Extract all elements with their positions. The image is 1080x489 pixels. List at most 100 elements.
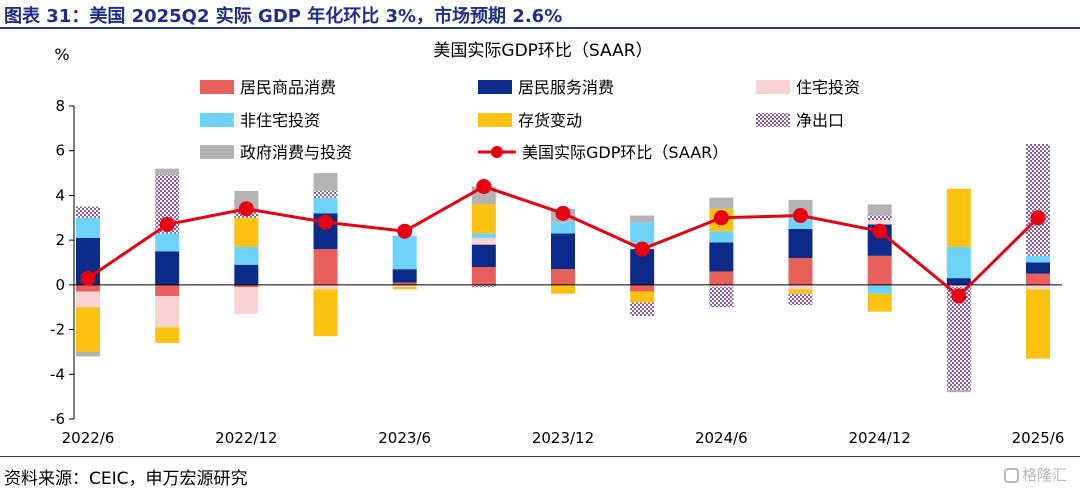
- bar-segment: [76, 307, 100, 352]
- x-tick-label: 2022/6: [62, 429, 115, 447]
- x-tick-label: 2024/6: [695, 429, 748, 447]
- bar-segment: [551, 233, 575, 270]
- bar-segment: [630, 302, 655, 317]
- bar-segment: [946, 287, 971, 390]
- legend-label: 政府消费与投资: [240, 143, 352, 162]
- bar-segment: [946, 278, 971, 285]
- bar-segment: [155, 233, 180, 252]
- y-tick-label: 4: [55, 186, 65, 204]
- bar-segment: [788, 258, 813, 285]
- bar-segment: [709, 242, 734, 272]
- gdp-line-layer: [80, 178, 1046, 304]
- bar-segment: [946, 246, 971, 279]
- x-tick-label: 2025/6: [1012, 429, 1065, 447]
- gdp-point: [951, 288, 967, 304]
- bar-segment: [630, 284, 655, 292]
- bar-segment: [867, 204, 892, 216]
- gdp-point: [634, 241, 650, 257]
- gdp-point: [793, 208, 808, 224]
- bar-segment: [471, 284, 496, 288]
- bar-segment: [155, 168, 180, 176]
- bar-segment: [392, 269, 417, 283]
- bar-segment: [76, 206, 100, 218]
- bar-segment: [471, 237, 496, 245]
- footer-rule: [0, 456, 1080, 457]
- bar-segment: [234, 284, 259, 288]
- bar-segment: [234, 246, 259, 265]
- bar-segment: [551, 269, 575, 285]
- gdp-point: [238, 201, 254, 217]
- gdp-point: [476, 178, 492, 194]
- bar-segment: [709, 271, 734, 285]
- bar-segment: [155, 327, 180, 343]
- bar-segment: [788, 284, 813, 290]
- bar-segment: [313, 289, 338, 337]
- bar-segment: [1026, 273, 1050, 285]
- gdp-point: [397, 223, 413, 239]
- bar-segment: [788, 217, 813, 229]
- y-tick-label: -2: [50, 321, 65, 339]
- bar-segment: [788, 228, 813, 259]
- legend-label: 居民商品消费: [240, 78, 336, 97]
- legend-swatch: [756, 113, 790, 127]
- bar-segment: [630, 291, 655, 303]
- legend-label: 美国实际GDP环比（SAAR）: [522, 143, 728, 162]
- legend-label: 住宅投资: [796, 78, 860, 97]
- bar-segment: [392, 287, 417, 290]
- x-tick-label: 2024/12: [849, 429, 911, 447]
- legend-swatch: [200, 145, 234, 159]
- y-tick-label: 6: [55, 142, 65, 160]
- gdp-point: [713, 210, 729, 226]
- gdp-point: [555, 205, 571, 221]
- bar-segment: [392, 235, 417, 270]
- bar-segment: [867, 293, 892, 312]
- chart-title: 美国实际GDP环比（SAAR）: [433, 41, 652, 61]
- bar-segment: [551, 222, 575, 234]
- bar-segment: [1026, 284, 1050, 290]
- bar-segment: [76, 284, 100, 292]
- x-tick-label: 2023/12: [532, 429, 594, 447]
- bar-segment: [313, 197, 338, 214]
- bar-segment: [709, 197, 734, 209]
- bar-segment: [471, 233, 496, 238]
- bar-segment: [76, 291, 100, 308]
- bar-segment: [76, 217, 100, 238]
- bar-segment: [1026, 144, 1050, 256]
- bars-layer: [76, 144, 1050, 393]
- source-note: 资料来源：CEIC，申万宏源研究: [4, 469, 248, 489]
- watermark-text: 格隆汇: [1022, 466, 1068, 484]
- y-tick-label: -4: [50, 365, 65, 383]
- legend-line-marker: [491, 146, 503, 158]
- legend-swatch: [478, 113, 512, 127]
- gdp-point: [1030, 210, 1046, 226]
- bar-segment: [1026, 255, 1050, 263]
- bar-segment: [788, 289, 813, 294]
- bar-segment: [313, 284, 338, 290]
- bar-segment: [867, 284, 892, 294]
- legend-swatch: [478, 80, 512, 94]
- bar-segment: [234, 217, 259, 247]
- bar-segment: [155, 296, 180, 328]
- y-tick-label: 8: [55, 97, 65, 115]
- bar-segment: [471, 204, 496, 234]
- gdp-point: [872, 223, 888, 239]
- title-rule: [0, 27, 1080, 29]
- bar-segment: [867, 215, 892, 221]
- bar-segment: [392, 284, 417, 288]
- watermark-logo-icon: [1004, 468, 1019, 483]
- bar-segment: [1026, 262, 1050, 274]
- bar-segment: [946, 389, 971, 393]
- bar-segment: [313, 249, 338, 285]
- bar-segment: [313, 173, 338, 191]
- x-tick-label: 2022/12: [215, 429, 277, 447]
- bar-segment: [392, 282, 417, 285]
- legend-label: 非住宅投资: [240, 111, 320, 130]
- bar-segment: [630, 215, 655, 223]
- gdp-point: [318, 214, 333, 230]
- y-tick-label: -6: [50, 410, 65, 428]
- y-axis-label: %: [54, 45, 69, 64]
- gdp-point: [159, 216, 175, 232]
- bar-segment: [709, 231, 734, 243]
